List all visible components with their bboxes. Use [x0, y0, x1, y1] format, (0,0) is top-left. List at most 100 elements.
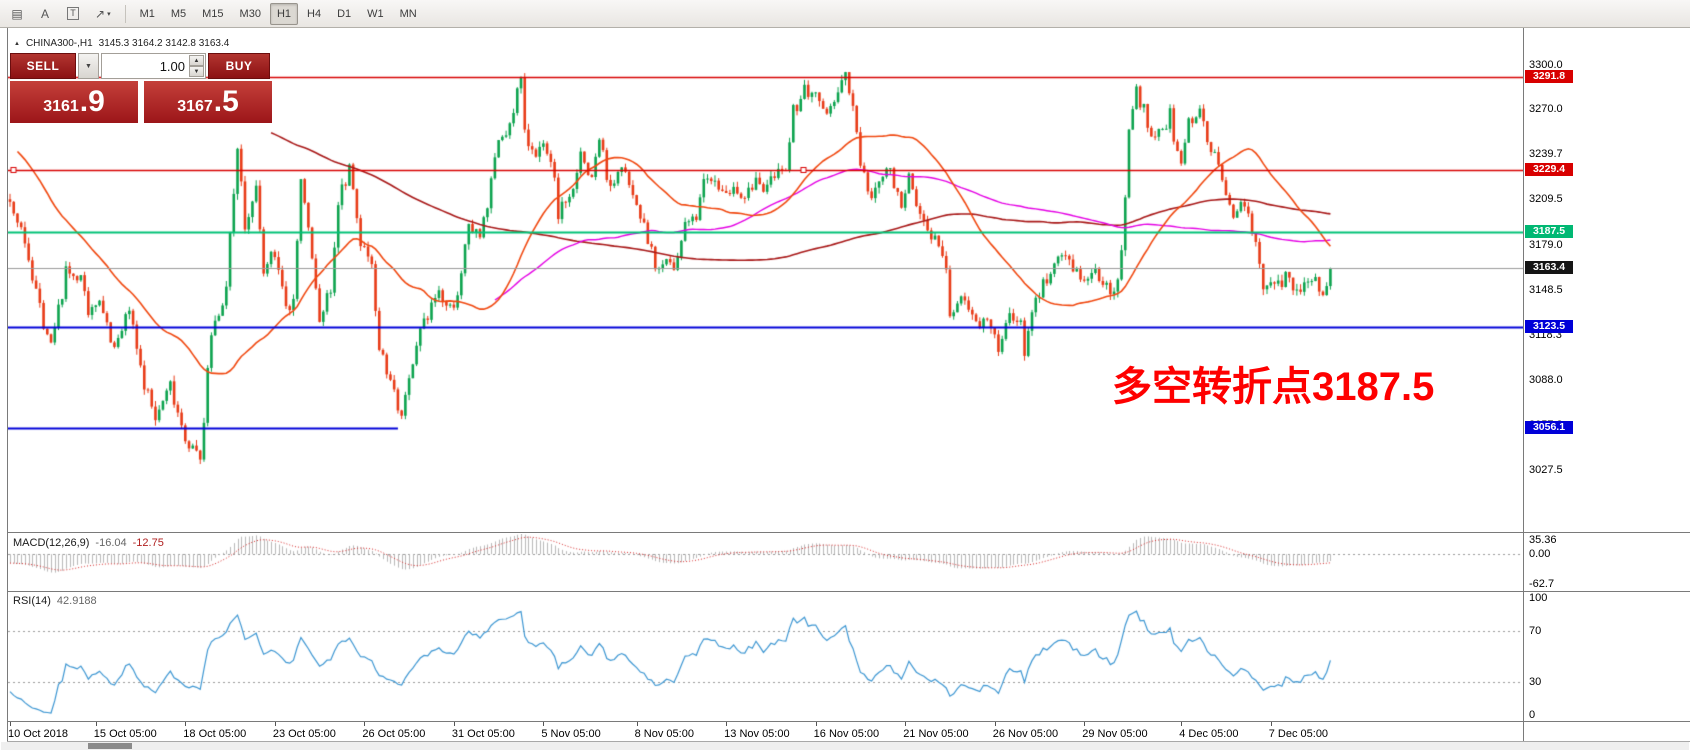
price-marker-3291.8: 3291.8 [1525, 69, 1573, 83]
timeframe-h1[interactable]: H1 [269, 2, 299, 25]
timeframe-h4[interactable]: H4 [300, 3, 328, 25]
timeframe-d1[interactable]: D1 [330, 3, 358, 25]
time-axis-tick [726, 722, 727, 726]
horizontal-scrollbar[interactable] [1, 742, 1689, 750]
scrollbar-separator [7, 741, 1690, 742]
price-marker-3163.4: 3163.4 [1525, 261, 1573, 274]
time-axis-tick [96, 722, 97, 726]
price-marker-3123.5: 3123.5 [1525, 320, 1573, 334]
time-axis-label: 16 Nov 05:00 [813, 728, 880, 740]
rsi-label: RSI(14) 42.9188 [13, 595, 97, 607]
time-axis-tick [1271, 722, 1272, 726]
timeframe-w1[interactable]: W1 [360, 3, 391, 25]
price-axis-tick: 3239.7 [1529, 148, 1563, 161]
time-axis-tick [275, 722, 276, 726]
time-axis-label: 21 Nov 05:00 [903, 728, 969, 740]
time-axis-tick [454, 722, 455, 726]
collapse-triangle-icon: ▲ [14, 40, 20, 47]
time-axis-tick [637, 722, 638, 726]
rsi-canvas[interactable] [8, 592, 1524, 721]
time-axis-tick [364, 722, 365, 726]
price-marker-3056.1: 3056.1 [1525, 420, 1573, 434]
volume-field-wrap: ▲ ▼ [101, 53, 206, 79]
charts-icon[interactable]: ▤ [4, 3, 30, 25]
timeframe-m30[interactable]: M30 [233, 3, 268, 25]
time-axis-label: 4 Dec 05:00 [1179, 728, 1239, 740]
time-axis-label: 23 Oct 05:00 [272, 728, 336, 740]
time-axis-label: 29 Nov 05:00 [1082, 728, 1148, 740]
price-axis-tick: 3209.5 [1529, 193, 1563, 206]
rsi-axis[interactable]: 100 70 30 0 [1524, 592, 1690, 721]
macd-canvas[interactable] [8, 534, 1524, 590]
volume-input[interactable] [102, 54, 205, 78]
axis-separator [1523, 28, 1524, 742]
time-axis-label: 7 Dec 05:00 [1268, 728, 1329, 740]
main-chart-panel: ▲ CHINA300-,H1 3145.3 3164.2 3142.8 3163… [8, 32, 1524, 532]
macd-axis-tick: 0.00 [1529, 548, 1551, 561]
price-axis-tick: 3088.0 [1529, 374, 1563, 387]
ask-price-main: 3167 [177, 97, 213, 115]
ask-price-box[interactable]: 3167 .5 [144, 81, 272, 123]
toolbar-icons-group: ▤ A T ↗ ▾ [4, 3, 118, 25]
toolbar: ▤ A T ↗ ▾ M1 M5 M15 M30 H1 H4 D1 W1 MN [0, 0, 1690, 28]
time-axis-tick [10, 722, 11, 726]
time-axis-label: 26 Nov 05:00 [992, 728, 1059, 740]
volume-spinner: ▲ ▼ [189, 55, 204, 77]
rsi-value: 42.9188 [56, 595, 97, 607]
timeframe-m5[interactable]: M5 [164, 3, 193, 25]
macd-panel: MACD(12,26,9) -16.04 -12.75 [8, 534, 1524, 590]
macd-name: MACD(12,26,9) [13, 537, 90, 549]
window-left-border [7, 28, 8, 742]
toolbar-separator [124, 4, 126, 23]
time-axis-label: 10 Oct 2018 [8, 728, 68, 740]
time-axis-tick [185, 722, 186, 726]
bid-price-box[interactable]: 3161 .9 [10, 81, 138, 123]
price-axis-tick: 3027.5 [1529, 464, 1563, 477]
annotate-icon[interactable]: A [32, 3, 58, 25]
time-axis-label: 8 Nov 05:00 [634, 728, 694, 740]
bid-price-main: 3161 [43, 97, 79, 115]
rsi-panel-separator[interactable] [7, 591, 1690, 592]
time-axis-label: 15 Oct 05:00 [93, 728, 157, 740]
time-axis-separator [7, 721, 1690, 722]
price-axis-tick: 3148.5 [1529, 284, 1563, 297]
ask-price-frac: .5 [213, 85, 239, 118]
macd-value-signal: -12.75 [132, 537, 164, 549]
time-axis[interactable]: 10 Oct 2018 15 Oct 05:00 18 Oct 05:00 23 Oc… [8, 722, 1524, 741]
macd-axis-tick: -62.7 [1529, 578, 1555, 590]
timeframe-m15[interactable]: M15 [195, 3, 230, 25]
rsi-axis-tick: 30 [1529, 676, 1542, 689]
volume-dropdown-button[interactable]: ▼ [78, 53, 99, 79]
scrollbar-thumb[interactable] [88, 743, 132, 749]
bid-price-frac: .9 [79, 85, 105, 118]
price-axis-tick: 3270.0 [1529, 103, 1563, 116]
time-axis-tick [543, 722, 544, 726]
timeframe-m1[interactable]: M1 [133, 3, 162, 25]
macd-axis[interactable]: 35.36 0.00 -62.7 [1524, 534, 1690, 590]
symbol-name: CHINA300-,H1 [25, 38, 93, 49]
text-tool-icon[interactable]: T [60, 3, 86, 25]
rsi-panel: RSI(14) 42.9188 [8, 592, 1524, 721]
trade-panel-prices: 3161 .9 3167 .5 [10, 81, 272, 123]
price-axis[interactable]: 3300.0 3270.0 3239.7 3209.5 3179.0 3148.5 3118… [1524, 32, 1690, 532]
time-axis-label: 26 Oct 05:00 [362, 728, 426, 740]
chart-text-annotation[interactable]: 多空转折点3187.5 [1112, 365, 1435, 409]
volume-down-button[interactable]: ▼ [189, 66, 204, 77]
macd-label: MACD(12,26,9) -16.04 -12.75 [13, 537, 164, 549]
price-marker-3187.5: 3187.5 [1525, 225, 1573, 239]
price-marker-3229.4: 3229.4 [1525, 162, 1573, 176]
rsi-axis-tick: 100 [1529, 592, 1548, 604]
buy-button[interactable]: BUY [208, 53, 270, 79]
time-axis-label: 31 Oct 05:00 [451, 728, 515, 740]
one-click-trading-panel: SELL ▼ ▲ ▼ BUY 3161 .9 3167 [10, 53, 272, 123]
macd-panel-separator[interactable] [7, 532, 1690, 533]
timeframe-mn[interactable]: MN [393, 3, 424, 25]
rsi-axis-tick: 0 [1529, 709, 1536, 721]
macd-value-main: -16.04 [95, 537, 127, 549]
sell-button[interactable]: SELL [10, 53, 76, 79]
symbol-label: ▲ CHINA300-,H1 3145.3 3164.2 3142.8 3163… [14, 38, 229, 49]
volume-up-button[interactable]: ▲ [189, 55, 204, 66]
time-axis-tick [816, 722, 817, 726]
drawing-tool-dropdown[interactable]: ↗ ▾ [88, 3, 118, 25]
